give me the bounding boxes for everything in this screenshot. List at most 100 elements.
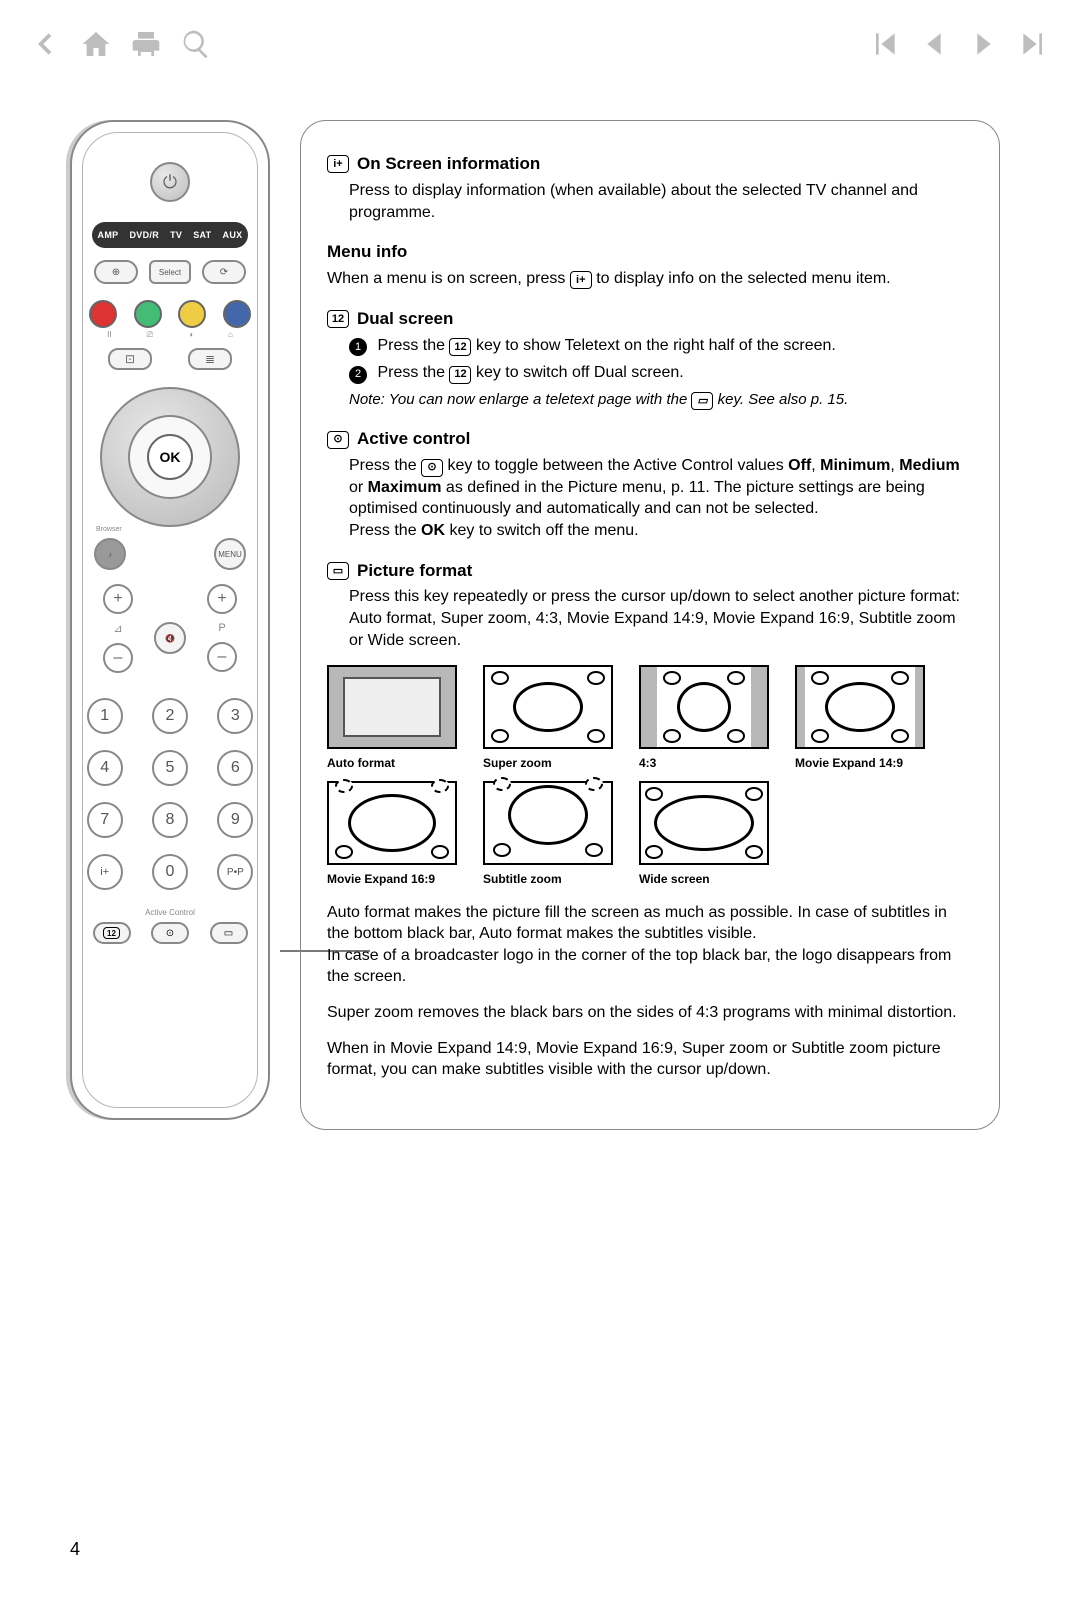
active-control-btn: ⊙ — [151, 922, 189, 944]
fmt-149: Movie Expand 14:9 — [795, 665, 925, 771]
num-9: 9 — [217, 802, 253, 838]
active-title: Active control — [357, 428, 470, 451]
prog-down: – — [207, 642, 237, 672]
mode-bar: AMP DVD/R TV SAT AUX — [92, 222, 248, 248]
ac2a: Press the — [349, 522, 421, 539]
dual-icon-inline: 12 — [449, 338, 471, 356]
d1a: Press the — [377, 337, 449, 354]
manual-page: ⏻ AMP DVD/R TV SAT AUX ⊕ Select ⟳ II⎚◑⌂ … — [70, 120, 1020, 1560]
dual-screen-btn: 12 — [93, 922, 131, 944]
fmt-169: Movie Expand 16:9 — [327, 781, 457, 887]
num-4: 4 — [87, 750, 123, 786]
mode-amp: AMP — [97, 230, 120, 240]
ac2b: key to switch off the menu. — [449, 522, 638, 539]
blue-button — [223, 300, 251, 328]
print-icon[interactable] — [130, 28, 162, 65]
ac-b: key to toggle between the Active Control… — [447, 457, 788, 474]
ac-a: Press the — [349, 457, 421, 474]
green-button — [134, 300, 162, 328]
c1: , — [811, 457, 820, 474]
num-5: 5 — [152, 750, 188, 786]
prev-page-icon[interactable] — [918, 28, 950, 65]
info-icon: i+ — [327, 155, 349, 173]
ac-ok: OK — [421, 522, 445, 539]
active-icon-inline: ⊙ — [421, 459, 443, 477]
info-icon-inline: i+ — [570, 271, 592, 289]
step-1: 1 — [349, 338, 367, 356]
mode-sat: SAT — [192, 230, 212, 240]
menuinfo-a: When a menu is on screen, press — [327, 270, 570, 287]
lbl-149: Movie Expand 14:9 — [795, 755, 903, 771]
section-active: ⊙ Active control Press the ⊙ key to togg… — [327, 428, 973, 541]
note-a: Note: You can now enlarge a teletext pag… — [349, 391, 691, 408]
ac-min: Minimum — [820, 457, 890, 474]
vol-icon: ⊿ — [113, 622, 122, 635]
active-control-label: Active Control — [72, 908, 268, 917]
active-icon: ⊙ — [327, 431, 349, 449]
back-icon[interactable] — [30, 28, 62, 65]
num-3: 3 — [217, 698, 253, 734]
info-button: i+ — [87, 854, 123, 890]
d1b: key to show Teletext on the right half o… — [476, 337, 836, 354]
vol-down: – — [103, 643, 133, 673]
next-page-icon[interactable] — [968, 28, 1000, 65]
timer-button: ⟳ — [202, 260, 246, 284]
last-page-icon[interactable] — [1018, 28, 1050, 65]
section-picture: ▭ Picture format Press this key repeated… — [327, 560, 973, 1081]
note-b: key. See also p. 15. — [718, 391, 849, 408]
red-button — [89, 300, 117, 328]
section-menuinfo: Menu info When a menu is on screen, pres… — [327, 241, 973, 290]
page-number: 4 — [70, 1539, 80, 1560]
volume-control: + ⊿ – — [100, 584, 136, 673]
c2: , — [890, 457, 899, 474]
program-control: + P – — [204, 584, 240, 672]
fmt-43: 4:3 — [639, 665, 769, 771]
num-1: 1 — [87, 698, 123, 734]
p-label: P — [218, 622, 225, 634]
num-7: 7 — [87, 802, 123, 838]
menuinfo-title: Menu info — [327, 241, 407, 264]
lbl-169: Movie Expand 16:9 — [327, 871, 435, 887]
pf-icon-inline: ▭ — [691, 392, 713, 410]
mode-aux: AUX — [222, 230, 244, 240]
picture-title: Picture format — [357, 560, 472, 583]
pf-para1: Auto format makes the picture fill the s… — [327, 902, 973, 988]
prog-up: + — [207, 584, 237, 614]
fmt-wide: Wide screen — [639, 781, 769, 887]
lbl-super: Super zoom — [483, 755, 552, 771]
dual-icon: 12 — [327, 310, 349, 328]
fmt-super: Super zoom — [483, 665, 613, 771]
lbl-wide: Wide screen — [639, 871, 710, 887]
browser-button: ♪ — [94, 538, 126, 570]
lbl-sub: Subtitle zoom — [483, 871, 562, 887]
dual-icon-inline2: 12 — [449, 366, 471, 384]
ac-max: Maximum — [368, 479, 442, 496]
browser-label: Browser — [96, 526, 122, 533]
fmt-sub: Subtitle zoom — [483, 781, 613, 887]
fmt-auto: Auto format — [327, 665, 457, 771]
section-dual: 12 Dual screen 1 Press the 12 key to sho… — [327, 308, 973, 411]
picture-intro: Press this key repeatedly or press the c… — [327, 586, 973, 651]
content-panel: i+ On Screen information Press to displa… — [300, 120, 1000, 1130]
dual-title: Dual screen — [357, 308, 453, 331]
osi-body: Press to display information (when avail… — [327, 180, 973, 223]
color-buttons — [72, 300, 268, 328]
osi-title: On Screen information — [357, 153, 540, 176]
lbl-43: 4:3 — [639, 755, 656, 771]
d2b: key to switch off Dual screen. — [476, 364, 684, 381]
vol-up: + — [103, 584, 133, 614]
lbl-auto: Auto format — [327, 755, 395, 771]
search-icon[interactable] — [180, 28, 212, 65]
first-page-icon[interactable] — [868, 28, 900, 65]
mute-button: 🔇 — [154, 622, 186, 654]
ac-off: Off — [788, 457, 811, 474]
d2a: Press the — [377, 364, 449, 381]
source-button: ⊕ — [94, 260, 138, 284]
or: or — [349, 479, 368, 496]
bottom-row: 12 ⊙ ▭ — [72, 922, 268, 944]
mode-tv: TV — [169, 230, 183, 240]
home-icon[interactable] — [80, 28, 112, 65]
teletext-right: ≣ — [188, 348, 232, 370]
yellow-button — [178, 300, 206, 328]
ok-button: OK — [147, 434, 193, 480]
